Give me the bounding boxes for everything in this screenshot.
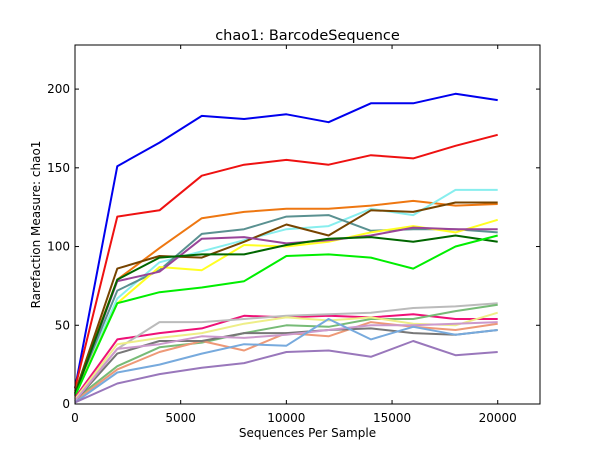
x-tick-label: 10000 xyxy=(267,411,305,425)
y-tick-label: 150 xyxy=(47,161,70,175)
y-axis-label: Rarefaction Measure: chao1 xyxy=(29,141,43,309)
series-line-10 xyxy=(74,234,498,397)
series-line-13 xyxy=(74,303,498,401)
series-line-6 xyxy=(74,201,498,394)
series-line-2 xyxy=(74,133,498,389)
plot-frame xyxy=(74,44,541,405)
y-tick-label: 50 xyxy=(55,318,70,332)
series-line-9 xyxy=(74,234,498,395)
series-line-18 xyxy=(74,318,498,404)
y-tick-label: 0 xyxy=(62,397,70,411)
x-tick-label: 5000 xyxy=(165,411,196,425)
series-line-3 xyxy=(74,199,498,392)
x-tick-label: 15000 xyxy=(373,411,411,425)
series-line-4 xyxy=(74,188,498,396)
series-layer xyxy=(74,92,498,404)
x-tick-label: 0 xyxy=(71,411,79,425)
series-line-19 xyxy=(74,340,498,404)
x-tick-label: 20000 xyxy=(479,411,517,425)
chart-title: chao1: BarcodeSequence xyxy=(215,28,400,44)
series-line-8 xyxy=(74,226,498,395)
y-tick-label: 100 xyxy=(47,240,70,254)
axis-ticks: 0 5000 10000 15000 20000 0 50 100 150 200 xyxy=(47,45,540,425)
series-line-16 xyxy=(74,327,498,402)
series-line-1 xyxy=(74,92,498,389)
x-axis-label: Sequences Per Sample xyxy=(239,426,376,440)
y-tick-label: 200 xyxy=(47,82,70,96)
series-line-12 xyxy=(74,302,498,400)
series-line-17 xyxy=(74,321,498,402)
series-line-5 xyxy=(74,214,498,394)
